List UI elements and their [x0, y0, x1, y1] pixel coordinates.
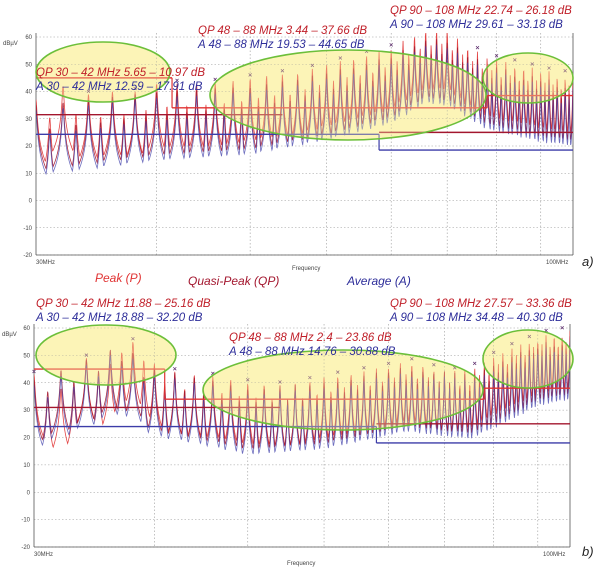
y-axis-label: dBµV [2, 332, 17, 338]
y-tick-label: 50 [25, 62, 32, 68]
y-tick-label: 60 [25, 35, 32, 41]
x-axis-label: Frequency [292, 266, 320, 272]
peak-marker [560, 325, 564, 330]
legend-quasi-peak: Quasi-Peak (QP) [188, 274, 279, 288]
highlight-ellipse [209, 49, 487, 141]
y-tick-label: 10 [23, 463, 30, 469]
peak-marker [491, 350, 496, 355]
peak-marker [248, 73, 252, 77]
x-tick-label-30mhz: 30MHz [36, 260, 55, 266]
highlight-ellipse [482, 329, 574, 389]
peak-marker [513, 58, 517, 62]
peak-marker [213, 77, 217, 82]
annotation-a-30-42: A 30 – 42 MHz 18.88 – 32.20 dB [35, 312, 203, 324]
y-tick-label: 40 [23, 381, 30, 387]
peak-marker [472, 361, 477, 366]
panel-label-a: a) [582, 254, 594, 269]
y-tick-label: -10 [21, 518, 30, 524]
y-tick-label: 50 [23, 353, 30, 359]
x-tick-label-30mhz: 30MHz [34, 552, 53, 558]
highlight-ellipse-fill [36, 325, 176, 385]
annotation-qp-90-108: QP 90 – 108 MHz 27.57 – 33.36 dB [390, 298, 572, 310]
peak-marker [280, 69, 285, 73]
panel-a: 60 50 40 30 20 10 0 -10 -20 QP 30 – 42 MHz 5.65 … [3, 5, 594, 288]
y-tick-label: -10 [23, 226, 32, 232]
peak-marker [133, 86, 137, 91]
legend-average: Average (A) [346, 274, 411, 288]
x-tick-label-100mhz: 100MHz [543, 552, 565, 558]
peak-marker [530, 62, 535, 66]
highlight-ellipse [202, 349, 484, 431]
peak-marker [131, 336, 135, 341]
annotation-a-90-108: A 90 – 108 MHz 34.48 – 40.30 dB [389, 312, 563, 324]
annotation-qp-30-42: QP 30 – 42 MHz 11.88 – 25.16 dB [36, 298, 211, 310]
highlight-ellipse [482, 52, 574, 104]
peak-marker [336, 370, 340, 374]
y-tick-label: 40 [25, 90, 32, 96]
annotation-qp-30-42: QP 30 – 42 MHz 5.65 – 10.97 dB [36, 67, 205, 79]
y-tick-label: -20 [23, 253, 32, 259]
peak-marker [32, 369, 36, 374]
x-tick-label-100mhz: 100MHz [546, 260, 568, 266]
peak-marker [527, 334, 532, 339]
y-tick-label: 0 [29, 199, 33, 205]
y-tick-label: 0 [27, 490, 31, 496]
peak-marker [278, 380, 282, 384]
annotation-a-30-42: A 30 – 42 MHz 12.59 – 17.91 dB [35, 81, 203, 93]
y-tick-label: 30 [23, 408, 30, 414]
peak-marker [510, 341, 514, 346]
annotation-qp-48-88: QP 48 – 88 MHz 2.4 – 23.86 dB [229, 332, 392, 344]
y-axis-label: dBµV [3, 41, 18, 47]
panel-b-plot: 60 50 40 30 20 10 0 -10 -20 [21, 324, 574, 551]
legend-peak: Peak (P) [95, 271, 142, 285]
y-tick-label: 60 [23, 326, 30, 332]
peak-marker [310, 63, 315, 68]
y-tick-label: 20 [25, 144, 32, 150]
peak-marker [338, 56, 343, 60]
peak-marker [389, 43, 393, 47]
peak-marker [86, 89, 91, 93]
peak-marker [175, 78, 179, 83]
peak-marker [475, 45, 480, 50]
annotation-a-48-88: A 48 – 88 MHz 14.76 – 30.88 dB [228, 346, 396, 358]
peak-marker [563, 69, 567, 73]
panel-a-plot: 60 50 40 30 20 10 0 -10 -20 [23, 33, 574, 259]
x-axis-label: Frequency [287, 561, 315, 567]
annotation-a-48-88: A 48 – 88 MHz 19.53 – 44.65 dB [197, 39, 365, 51]
panel-b: 60 50 40 30 20 10 0 -10 -20 QP 30 – 42 MHz 11.88… [2, 298, 594, 567]
peak-marker [308, 375, 312, 380]
y-tick-label: 10 [25, 171, 32, 177]
peak-marker [386, 361, 391, 366]
highlight-ellipse [35, 41, 171, 103]
panel-label-b: b) [582, 544, 594, 559]
annotation-qp-48-88: QP 48 – 88 MHz 3.44 – 37.66 dB [198, 25, 367, 37]
peak-marker [173, 367, 177, 371]
average-trace [36, 44, 573, 176]
peak-marker [410, 357, 414, 361]
y-tick-label: 20 [23, 436, 30, 442]
annotation-qp-90-108: QP 90 – 108 MHz 22.74 – 26.18 dB [390, 5, 572, 17]
peak-marker [494, 54, 499, 58]
peak-marker [246, 378, 250, 382]
y-tick-label: -20 [21, 545, 30, 551]
highlight-ellipse [35, 324, 177, 386]
peak-marker [84, 353, 89, 357]
peak-marker [547, 66, 551, 70]
peak-marker [362, 365, 366, 370]
peak-marker [432, 362, 436, 367]
y-tick-label: 30 [25, 117, 32, 123]
annotation-a-90-108: A 90 – 108 MHz 29.61 – 33.18 dB [389, 19, 563, 31]
